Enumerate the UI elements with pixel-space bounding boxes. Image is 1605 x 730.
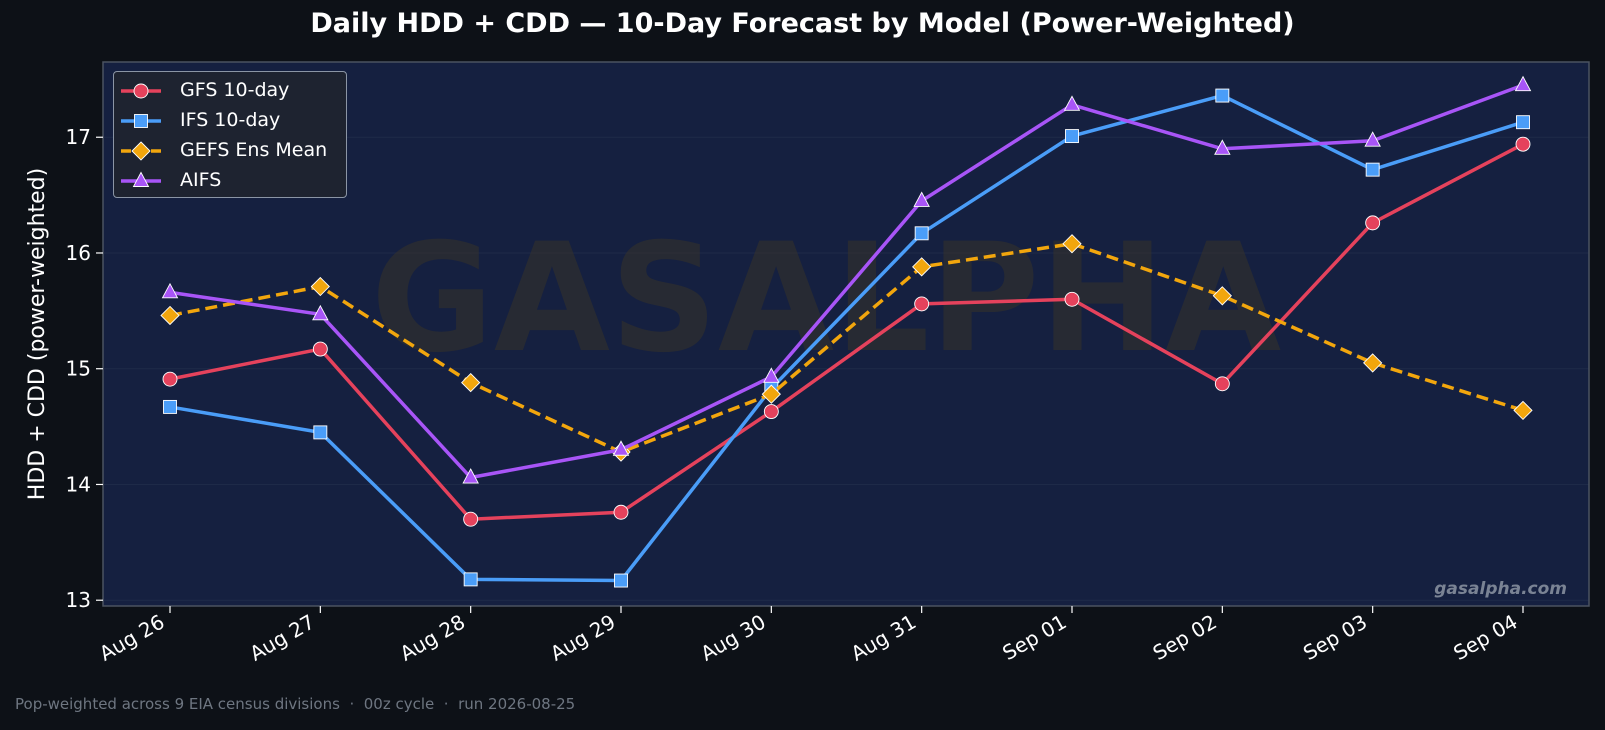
legend-item: IFS 10-day [114,106,346,136]
data-point [763,367,780,383]
x-tick-label: Sep 04 [1449,610,1521,666]
legend-marker [132,171,150,187]
x-tick-label: Sep 02 [1149,610,1221,666]
data-point [612,440,630,456]
x-tick-label: Aug 27 [245,610,318,666]
series-gefs-ens-mean [160,234,1533,462]
data-point [161,282,179,299]
series-line [169,83,1524,480]
data-point [1365,162,1380,177]
data-point [1215,88,1230,103]
footer-note: Pop-weighted across 9 EIA census divisio… [15,695,576,713]
data-point [1214,139,1231,155]
y-tick-label: 13 [66,588,91,612]
x-tick-label: Aug 28 [396,610,469,666]
data-point [613,504,629,520]
data-point [763,404,779,419]
data-point [614,573,628,588]
chart-title: Daily HDD + CDD — 10-Day Forecast by Mod… [310,8,1295,39]
legend-marker [133,83,149,99]
data-point [312,304,329,321]
gridlines [103,136,1589,601]
data-point [1514,75,1532,92]
legend-label: GFS 10-day [180,79,290,101]
data-point [313,425,328,440]
data-point [1212,286,1232,306]
data-point [1063,95,1081,111]
data-point [1062,234,1082,254]
legend-label: IFS 10-day [180,109,281,131]
data-point [1214,376,1230,392]
data-point [912,257,932,277]
data-point [1515,136,1531,152]
series-line [169,93,1524,583]
y-tick-label: 15 [66,357,91,381]
data-point [310,276,330,297]
x-tick-label: Aug 26 [95,610,168,666]
data-point [163,399,177,414]
legend-swatch [121,83,161,99]
site-label: gasalpha.com [1434,579,1567,599]
data-point [913,191,930,207]
series-line [169,142,1524,521]
series-aifs [161,75,1532,484]
legend: GFS 10-day IFS 10-day GEFS Ens Mean AIFS [113,71,347,198]
legend-marker [134,114,148,128]
legend-label: AIFS [180,169,222,191]
y-tick-label: 14 [66,472,91,496]
legend-label: GEFS Ens Mean [180,139,328,161]
watermark: GASALPHA [371,212,1281,386]
y-tick-label: 16 [66,241,91,265]
plot-frame [102,61,1590,607]
data-point [1364,131,1381,147]
legend-item: GFS 10-day [114,76,346,106]
legend-marker [131,141,151,161]
x-tick-label: Aug 31 [847,610,920,666]
data-point [461,372,481,393]
legend-swatch [121,141,161,161]
legend-swatch [121,171,161,187]
data-point [160,305,180,326]
data-point [1516,115,1530,130]
x-tick-label: Sep 03 [1299,610,1371,666]
data-point [312,341,328,357]
data-point [1363,353,1383,373]
x-tick-label: Aug 29 [546,610,619,666]
series-layer [160,75,1533,588]
data-point [463,511,479,527]
data-point [1065,129,1079,144]
data-point [462,468,479,484]
legend-item: AIFS [114,166,346,196]
data-point [914,296,930,312]
legend-item: GEFS Ens Mean [114,136,346,166]
data-point [463,572,478,587]
data-point [162,371,178,387]
x-tick-label: Sep 01 [998,610,1070,666]
legend-swatch [121,114,161,128]
data-point [1513,400,1533,421]
series-line [169,241,1524,454]
series-gfs-10-day [162,136,1531,527]
data-point [1064,291,1080,307]
y-tick-label: 17 [66,125,91,149]
data-point [1365,215,1381,231]
data-point [914,226,929,241]
y-axis-label: HDD + CDD (power-weighted) [25,168,50,500]
data-point [761,384,781,404]
x-tick-label: Aug 30 [696,610,769,666]
